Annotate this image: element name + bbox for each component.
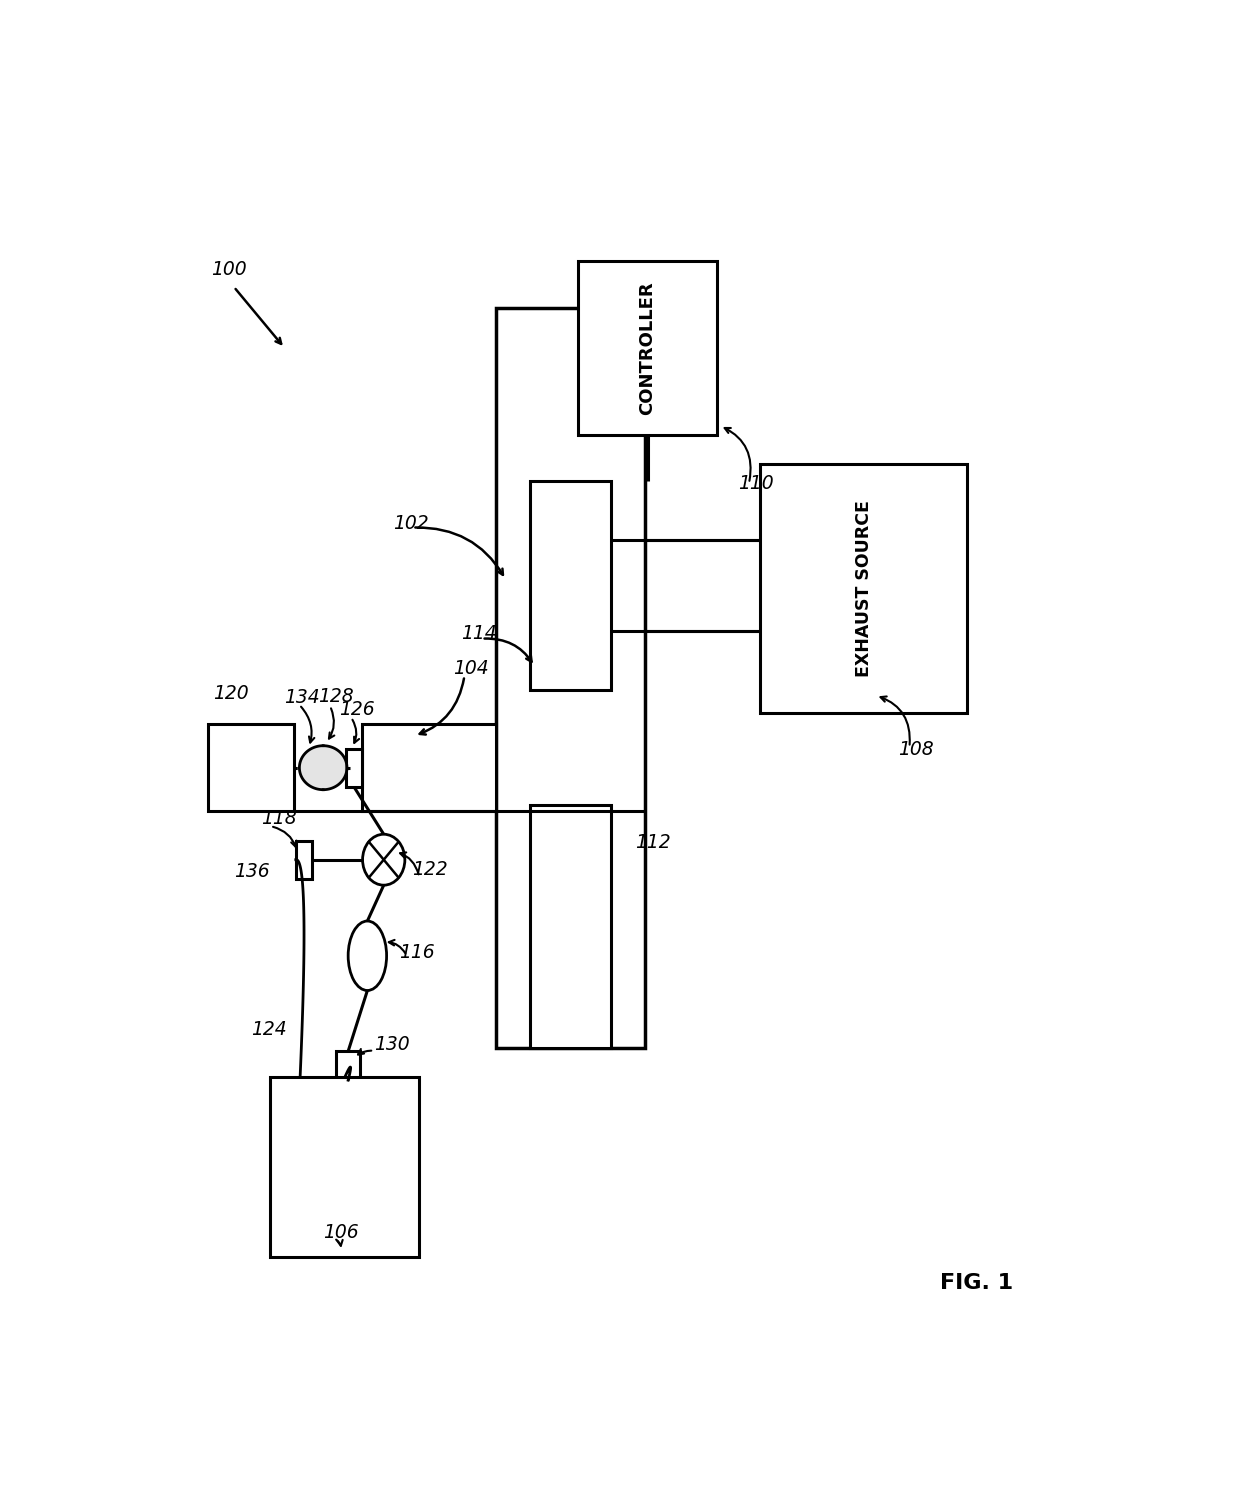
Text: 130: 130 bbox=[374, 1036, 409, 1054]
Text: 118: 118 bbox=[260, 810, 296, 828]
Text: 114: 114 bbox=[460, 624, 496, 643]
Polygon shape bbox=[299, 745, 347, 789]
Text: EXHAUST SOURCE: EXHAUST SOURCE bbox=[854, 500, 873, 676]
Bar bbox=[578, 262, 717, 434]
Bar bbox=[270, 1078, 419, 1257]
Text: 126: 126 bbox=[340, 699, 376, 718]
Text: 102: 102 bbox=[393, 514, 429, 534]
Text: 104: 104 bbox=[453, 658, 489, 678]
Text: 116: 116 bbox=[399, 942, 435, 962]
Text: 122: 122 bbox=[412, 860, 448, 879]
Bar bbox=[336, 1051, 360, 1081]
Text: 100: 100 bbox=[211, 260, 247, 278]
Text: 136: 136 bbox=[234, 861, 269, 881]
Text: 108: 108 bbox=[898, 739, 934, 759]
Bar bbox=[296, 840, 312, 879]
Text: 120: 120 bbox=[213, 684, 248, 703]
Text: 124: 124 bbox=[250, 1021, 286, 1039]
Bar bbox=[529, 806, 611, 1049]
Bar bbox=[529, 481, 611, 690]
Bar bbox=[760, 464, 967, 712]
Bar bbox=[346, 748, 362, 786]
Text: 106: 106 bbox=[324, 1222, 358, 1241]
Bar bbox=[208, 724, 294, 812]
Text: 134: 134 bbox=[284, 688, 320, 706]
Ellipse shape bbox=[348, 921, 387, 990]
Text: 112: 112 bbox=[635, 833, 671, 852]
Text: FIG. 1: FIG. 1 bbox=[940, 1273, 1013, 1293]
Text: 110: 110 bbox=[738, 473, 774, 493]
Bar bbox=[362, 724, 496, 812]
Text: CONTROLLER: CONTROLLER bbox=[639, 281, 656, 415]
Bar bbox=[496, 308, 645, 1049]
Text: 128: 128 bbox=[319, 687, 353, 706]
